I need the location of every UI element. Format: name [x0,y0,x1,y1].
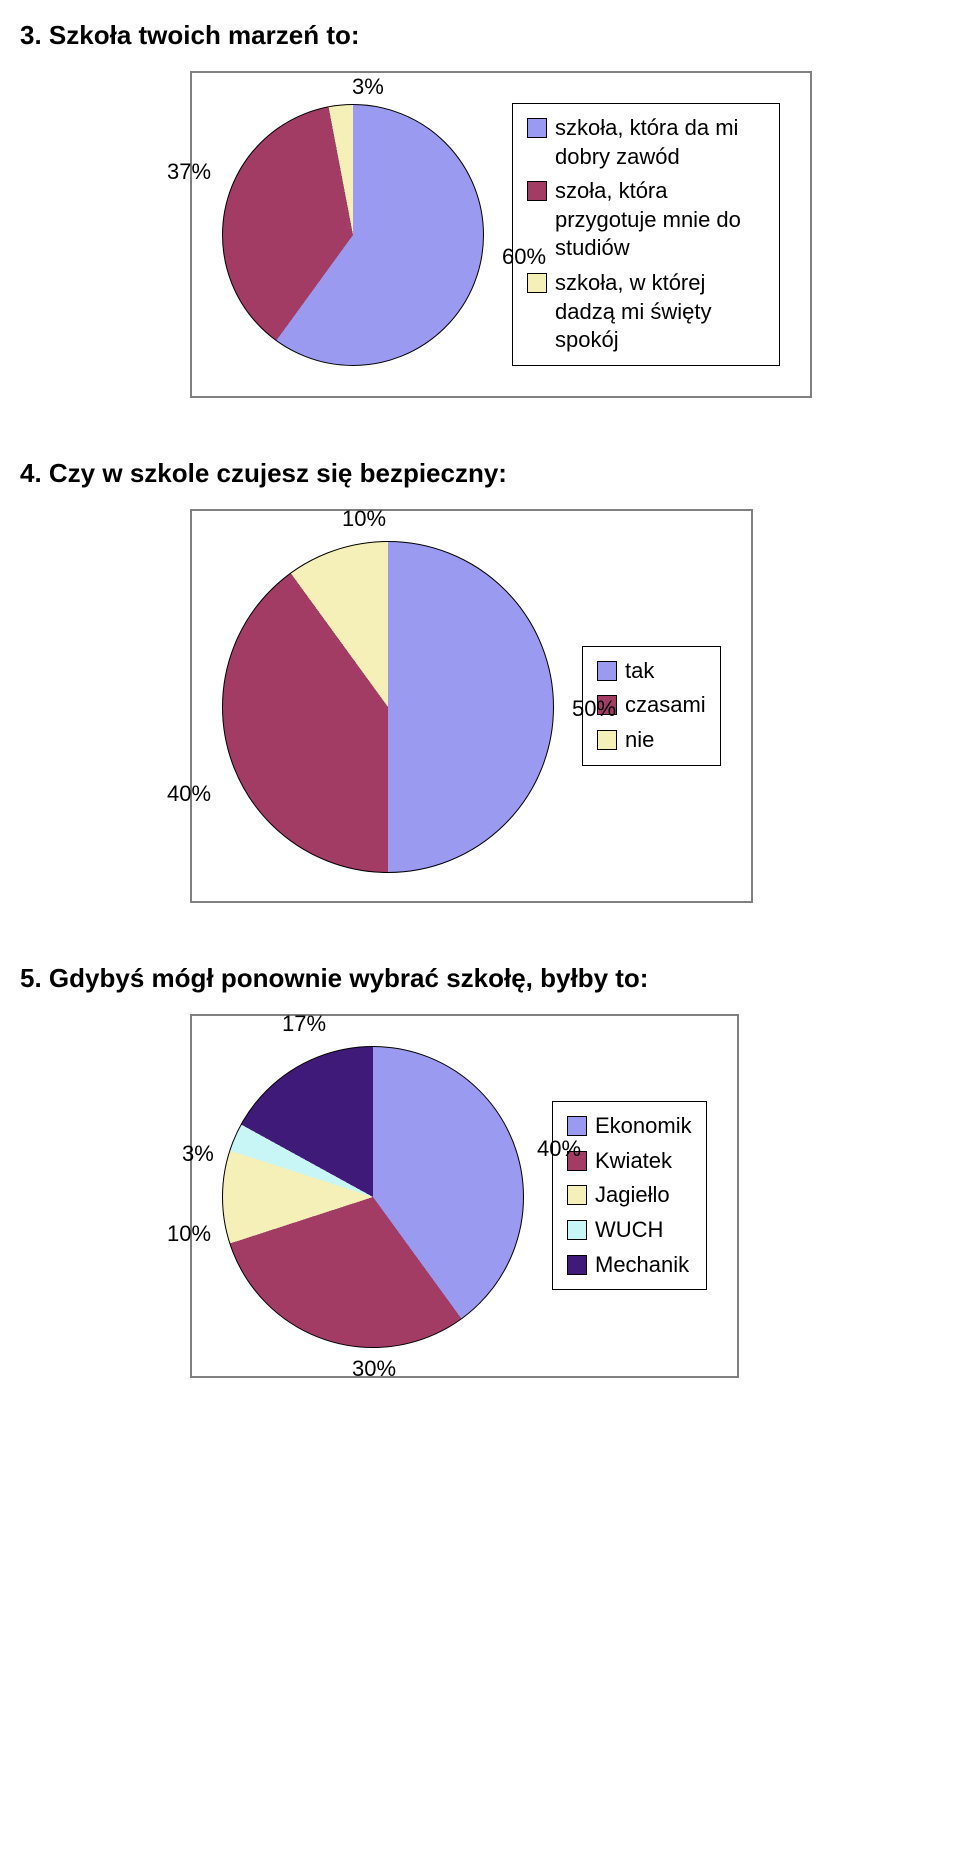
slice-label: 3% [352,74,384,100]
legend-item: Jagiełlo [567,1181,692,1210]
chart-row: 60%37%3%szkoła, która da mi dobry zawóds… [222,103,780,366]
legend-label: Ekonomik [595,1112,692,1141]
slice-label: 50% [572,696,616,722]
legend-swatch [597,730,617,750]
slice-label: 60% [502,244,546,270]
slice-label: 10% [342,506,386,532]
pie-chart [222,1046,524,1348]
legend-swatch [527,181,547,201]
chart-frame: 40%30%10%3%17% Ekonomik Kwiatek Jagiełlo WUC… [190,1014,739,1378]
slice-label: 10% [167,1221,211,1247]
legend-swatch [567,1220,587,1240]
slice-label: 40% [537,1136,581,1162]
pie-wrap: 40%30%10%3%17% [222,1046,522,1346]
chart-section: 5. Gdybyś mógł ponownie wybrać szkołę, b… [20,963,940,1378]
legend-swatch [527,118,547,138]
pie-wrap: 60%37%3% [222,104,482,364]
slice-label: 30% [352,1356,396,1382]
chart-frame: 50%40%10% tak czasami nie [190,509,753,903]
legend-swatch [567,1116,587,1136]
slice-label: 3% [182,1141,214,1167]
legend-label: szkoła, w której dadzą mi święty spokój [555,269,765,355]
legend: Ekonomik Kwiatek Jagiełlo WUCH Mechanik [552,1101,707,1290]
legend-swatch [527,273,547,293]
slice-label: 40% [167,781,211,807]
legend-label: Mechanik [595,1251,689,1280]
legend-label: szkoła, która da mi dobry zawód [555,114,765,171]
legend-label: nie [625,726,654,755]
legend-swatch [597,661,617,681]
legend-item: szkoła, w której dadzą mi święty spokój [527,269,765,355]
legend-swatch [567,1185,587,1205]
legend-label: czasami [625,691,706,720]
legend-item: Mechanik [567,1251,692,1280]
pie-chart [222,541,554,873]
legend-label: Kwiatek [595,1147,672,1176]
chart-section: 3. Szkoła twoich marzeń to:60%37%3%szkoł… [20,20,940,398]
chart-frame: 60%37%3%szkoła, która da mi dobry zawóds… [190,71,812,398]
section-title: 3. Szkoła twoich marzeń to: [20,20,940,51]
section-title: 5. Gdybyś mógł ponownie wybrać szkołę, b… [20,963,940,994]
chart-row: 40%30%10%3%17% Ekonomik Kwiatek Jagiełlo WUC… [222,1046,707,1346]
legend-swatch [567,1255,587,1275]
legend-label: szoła, która przygotuje mnie do studiów [555,177,765,263]
legend-label: WUCH [595,1216,663,1245]
legend-item: WUCH [567,1216,692,1245]
legend: szkoła, która da mi dobry zawód szoła, kt… [512,103,780,366]
legend-item: Ekonomik [567,1112,692,1141]
legend-item: tak [597,657,706,686]
legend-item: nie [597,726,706,755]
slice-label: 37% [167,159,211,185]
chart-row: 50%40%10% tak czasami nie [222,541,721,871]
slice-label: 17% [282,1011,326,1037]
legend-item: szkoła, która da mi dobry zawód [527,114,765,171]
legend-item: Kwiatek [567,1147,692,1176]
pie-wrap: 50%40%10% [222,541,552,871]
pie-chart [222,104,484,366]
section-title: 4. Czy w szkole czujesz się bezpieczny: [20,458,940,489]
legend-label: tak [625,657,654,686]
legend-label: Jagiełlo [595,1181,670,1210]
legend-item: szoła, która przygotuje mnie do studiów [527,177,765,263]
chart-section: 4. Czy w szkole czujesz się bezpieczny: 5… [20,458,940,903]
